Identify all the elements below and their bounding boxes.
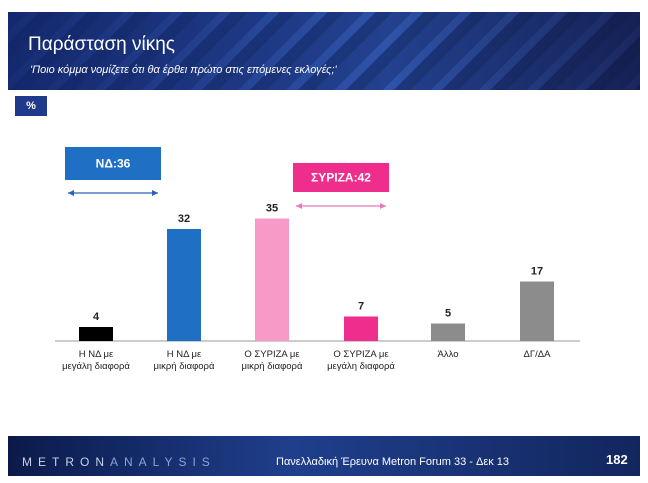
annotation-arrow-head-left <box>68 190 74 196</box>
bar <box>167 229 201 341</box>
annotation-arrow-head-left <box>296 203 302 209</box>
category-label: Ο ΣΥΡΙΖΑ με μεγάλη διαφορά <box>327 349 395 372</box>
data-label: 32 <box>178 213 190 225</box>
unit-badge: % <box>15 96 47 116</box>
brand-logo-dark: METRON <box>22 455 110 469</box>
category-label: Ο ΣΥΡΙΖΑ με μικρή διαφορά <box>242 349 303 372</box>
header-banner: Παράσταση νίκης 'Ποιο κόμμα νομίζετε ότι… <box>8 12 640 90</box>
category-label: Η ΝΔ με μικρή διαφορά <box>154 349 215 372</box>
annotation-box <box>65 147 161 180</box>
brand-logo: METRONANALYSIS <box>22 455 216 469</box>
category-label: Η ΝΔ με μεγάλη διαφορά <box>62 349 130 372</box>
page-number: 182 <box>606 452 628 467</box>
bar <box>431 323 465 341</box>
annotation-label: ΣΥΡΙΖΑ:42 <box>311 171 371 185</box>
annotation-arrow-head-right <box>152 190 158 196</box>
data-label: 5 <box>445 308 451 320</box>
brand-logo-light: ANALYSIS <box>110 455 216 469</box>
category-label: ΔΓ/ΔΑ <box>524 349 552 360</box>
annotation-label: ΝΔ:36 <box>96 157 131 171</box>
bar <box>520 281 554 341</box>
page-title: Παράσταση νίκης <box>28 34 175 55</box>
survey-caption: Πανελλαδική Έρευνα Metron Forum 33 - Δεκ… <box>276 456 510 468</box>
category-label: Άλλο <box>438 349 459 360</box>
data-label: 35 <box>266 203 278 215</box>
bar <box>79 327 113 341</box>
data-label: 17 <box>531 266 543 278</box>
data-label: 7 <box>358 301 364 313</box>
footer-bar: METRONANALYSIS Πανελλαδική Έρευνα Metron… <box>8 436 640 476</box>
annotation-box <box>293 163 389 192</box>
annotation-arrow-head-right <box>380 203 386 209</box>
page-subtitle: 'Ποιο κόμμα νομίζετε ότι θα έρθει πρώτο … <box>30 64 337 76</box>
bar <box>344 316 378 341</box>
bar <box>255 218 289 341</box>
data-label: 4 <box>93 311 100 323</box>
